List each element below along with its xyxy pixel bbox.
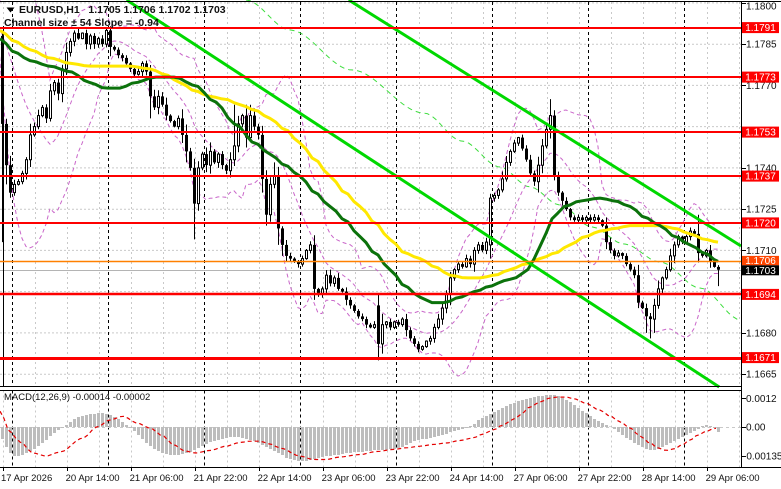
svg-text:17 Apr 2026: 17 Apr 2026	[1, 473, 52, 484]
svg-text:23 Apr 22:00: 23 Apr 22:00	[386, 473, 440, 484]
svg-text:1.1680: 1.1680	[746, 328, 777, 339]
svg-text:1.1737: 1.1737	[745, 172, 776, 183]
svg-text:1.1740: 1.1740	[746, 163, 777, 174]
svg-text:21 Apr 22:00: 21 Apr 22:00	[194, 473, 248, 484]
svg-text:1.1785: 1.1785	[746, 40, 777, 51]
svg-text:EURUSD,H1 1.1705 1.1706 1.17: EURUSD,H1 1.1705 1.1706 1.1702 1.1703	[19, 4, 226, 16]
svg-text:27 Apr 22:00: 27 Apr 22:00	[578, 473, 632, 484]
svg-text:1.1671: 1.1671	[745, 353, 776, 364]
svg-text:1.1694: 1.1694	[745, 290, 776, 301]
svg-text:Channel size ± 54 Slope = -0.9: Channel size ± 54 Slope = -0.94	[4, 17, 159, 29]
svg-text:29 Apr 06:00: 29 Apr 06:00	[706, 473, 760, 484]
svg-text:1.1703: 1.1703	[745, 266, 776, 277]
svg-text:21 Apr 06:00: 21 Apr 06:00	[130, 473, 184, 484]
svg-text:1.1773: 1.1773	[745, 73, 776, 84]
svg-text:28 Apr 14:00: 28 Apr 14:00	[642, 473, 696, 484]
svg-text:1.1710: 1.1710	[746, 246, 777, 257]
svg-text:1.1791: 1.1791	[745, 23, 776, 34]
svg-text:22 Apr 14:00: 22 Apr 14:00	[258, 473, 312, 484]
svg-text:0.00: 0.00	[746, 422, 766, 433]
svg-text:1.1720: 1.1720	[745, 219, 776, 230]
svg-text:1.1800: 1.1800	[746, 1, 777, 12]
svg-text:0.0012: 0.0012	[746, 394, 777, 405]
svg-text:27 Apr 06:00: 27 Apr 06:00	[514, 473, 568, 484]
svg-text:24 Apr 14:00: 24 Apr 14:00	[450, 473, 504, 484]
svg-text:1.1665: 1.1665	[746, 370, 777, 381]
svg-text:-0.00135: -0.00135	[743, 452, 781, 463]
svg-text:20 Apr 14:00: 20 Apr 14:00	[66, 473, 120, 484]
svg-text:1.1706: 1.1706	[745, 256, 776, 267]
svg-text:MACD(12,26,9) -0.00014 -0.0000: MACD(12,26,9) -0.00014 -0.00002	[4, 392, 150, 403]
svg-text:23 Apr 06:00: 23 Apr 06:00	[322, 473, 376, 484]
svg-text:1.1753: 1.1753	[745, 128, 776, 139]
svg-text:1.1725: 1.1725	[746, 205, 777, 216]
svg-text:1.1770: 1.1770	[746, 81, 777, 92]
